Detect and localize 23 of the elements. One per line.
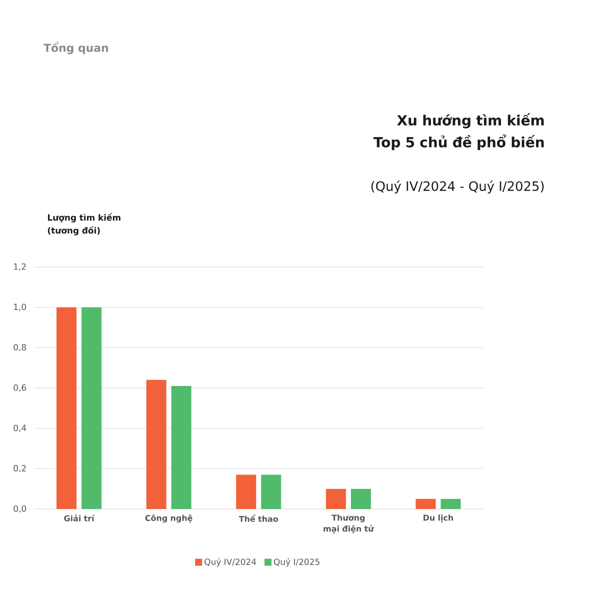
chart-title: Xu hướng tìm kiếm Top 5 chủ đề phổ biến xyxy=(373,113,544,150)
bar xyxy=(350,488,371,509)
bar xyxy=(416,498,436,509)
bar xyxy=(440,498,461,509)
legend-label: Quý I/2025 xyxy=(274,558,320,567)
y-tick-label: 0,0 xyxy=(14,505,26,513)
bar xyxy=(236,474,256,509)
chart-subtitle: (Quý IV/2024 - Quý I/2025) xyxy=(371,180,544,194)
y-tick-label: 1,2 xyxy=(14,263,26,271)
y-tick-label: 0,4 xyxy=(14,424,26,432)
y-axis-title: Lượng tìm kiếm (tương đối) xyxy=(48,213,120,236)
y-tick-label: 0,6 xyxy=(14,384,26,392)
bar xyxy=(326,488,346,509)
legend-label: Quý IV/2024 xyxy=(204,558,256,567)
bar xyxy=(261,474,282,509)
y-tick-label: 0,2 xyxy=(14,465,26,472)
text: Tổng quan xyxy=(44,42,108,54)
bar xyxy=(146,380,166,509)
bar xyxy=(82,307,102,509)
y-tick-label: 1,0 xyxy=(14,304,26,311)
bar xyxy=(56,307,76,509)
bar xyxy=(171,386,192,509)
y-tick-label: 0,8 xyxy=(14,344,26,352)
